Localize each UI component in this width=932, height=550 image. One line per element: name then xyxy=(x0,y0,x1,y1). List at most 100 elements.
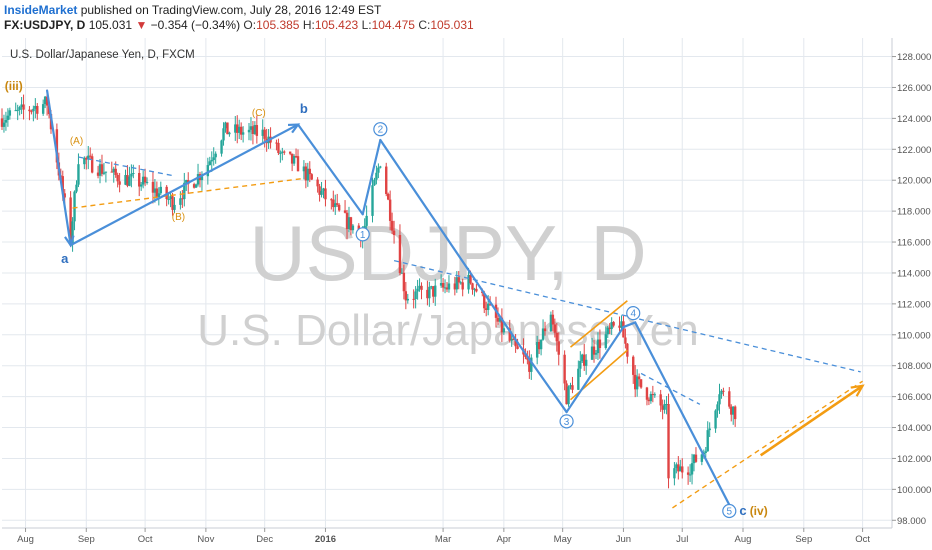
high-label: H: xyxy=(302,18,315,32)
wave-label: 1 xyxy=(360,230,366,241)
publish-info: published on TradingView.com, July 28, 2… xyxy=(80,3,382,17)
symbol-label[interactable]: FX:USDJPY, D xyxy=(4,18,86,32)
wave-line xyxy=(634,321,731,506)
candle-body xyxy=(624,337,627,344)
candle-body xyxy=(402,272,406,292)
candle-body xyxy=(253,125,257,135)
candle-body xyxy=(296,156,300,172)
candle-body xyxy=(118,181,121,185)
candle-body xyxy=(553,324,557,333)
candle-body xyxy=(692,454,696,464)
candle-body xyxy=(604,334,607,349)
wave-label: (C) xyxy=(252,108,266,119)
candle-body xyxy=(192,184,196,188)
candle xyxy=(110,161,113,173)
wave-label: 4 xyxy=(630,309,636,320)
quote-line: FX:USDJPY, D 105.031 ▼ −0.354 (−0.34%) O… xyxy=(4,18,474,32)
trendline-orange-solid xyxy=(569,300,628,348)
candle xyxy=(563,350,566,391)
candle-body xyxy=(512,338,515,340)
candle-body xyxy=(728,391,731,407)
candle-body xyxy=(98,164,102,176)
y-tick-label: 118.000 xyxy=(897,207,931,218)
candle-body xyxy=(439,283,443,286)
candle-body xyxy=(145,181,149,183)
wave-label: (iv) xyxy=(750,504,768,518)
candle xyxy=(143,168,147,187)
candle xyxy=(36,103,39,120)
candle xyxy=(98,158,102,184)
candle-body xyxy=(0,118,4,127)
candle-body xyxy=(124,175,127,185)
candle xyxy=(471,282,474,295)
candle-body xyxy=(557,341,560,355)
wave-circle-icon xyxy=(722,503,737,519)
candle-body xyxy=(716,404,719,411)
candle xyxy=(320,181,323,198)
candle-body xyxy=(443,287,447,289)
candle xyxy=(310,173,313,181)
candle xyxy=(708,422,711,437)
candle xyxy=(434,278,437,306)
candle xyxy=(590,337,594,360)
forecast-arrowhead-icon xyxy=(850,384,865,397)
candle-body xyxy=(690,463,694,475)
candle-body xyxy=(441,283,445,288)
candle xyxy=(608,323,611,334)
candle-body xyxy=(304,166,308,181)
trendline-orange-dashed xyxy=(672,380,863,509)
candle-body xyxy=(704,451,707,453)
candle xyxy=(139,181,143,191)
candle xyxy=(349,216,353,236)
candle xyxy=(330,198,333,210)
candle xyxy=(69,191,72,247)
wave-label: 2 xyxy=(378,125,384,136)
candle xyxy=(416,279,419,300)
wave-circle-icon xyxy=(355,227,370,242)
candle-body xyxy=(349,217,353,231)
low-value: 104.475 xyxy=(371,18,415,32)
wave-label: c xyxy=(739,503,746,518)
candle xyxy=(283,150,286,155)
candle-body xyxy=(498,317,502,322)
candle-body xyxy=(102,172,106,174)
candle-body xyxy=(543,328,547,332)
candle xyxy=(151,171,155,204)
close-value: 105.031 xyxy=(430,18,474,32)
candle xyxy=(288,151,292,156)
candle-body xyxy=(718,394,721,405)
price-change: −0.354 (−0.34%) xyxy=(150,18,241,32)
candle xyxy=(4,111,8,131)
candle-body xyxy=(528,359,531,372)
candle-body xyxy=(20,104,23,108)
candle xyxy=(569,382,572,390)
candle-body xyxy=(151,181,155,193)
wave-line xyxy=(565,325,625,414)
candle-body xyxy=(18,107,21,110)
candle xyxy=(647,397,651,406)
candle xyxy=(541,319,545,341)
candle-body xyxy=(516,346,519,349)
candle-body xyxy=(637,376,641,380)
candle-body xyxy=(679,466,682,472)
author-link[interactable]: InsideMarket xyxy=(4,3,78,17)
candle xyxy=(324,179,327,207)
candle xyxy=(404,281,408,310)
candle xyxy=(661,399,664,420)
candle-body xyxy=(606,327,609,335)
candle-body xyxy=(537,342,541,350)
wave-lines xyxy=(45,89,865,506)
candle xyxy=(592,339,596,363)
close-label: C: xyxy=(418,18,431,32)
candle-body xyxy=(720,390,723,395)
candle xyxy=(432,285,435,303)
candle xyxy=(594,350,598,360)
candle-body xyxy=(288,151,292,154)
candle-body xyxy=(508,328,511,341)
candle-body xyxy=(483,293,486,309)
candle-body xyxy=(316,179,319,187)
candle xyxy=(214,151,217,164)
candle-body xyxy=(416,288,419,292)
y-tick-label: 110.000 xyxy=(897,330,931,341)
